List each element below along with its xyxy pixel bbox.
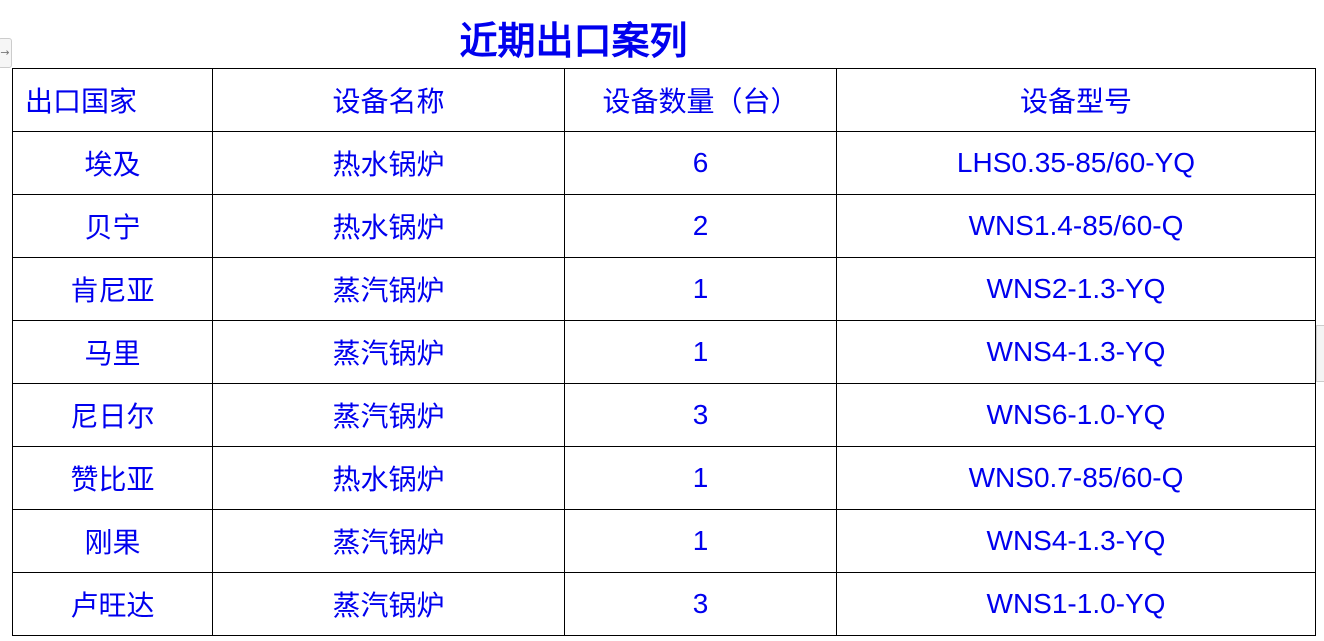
cell-model: WNS2-1.3-YQ: [836, 257, 1316, 321]
header-model: 设备型号: [836, 68, 1316, 132]
resize-handle[interactable]: [1316, 325, 1324, 382]
cell-quantity: 1: [564, 509, 837, 573]
table-row: 卢旺达 蒸汽锅炉 3 WNS1-1.0-YQ: [12, 572, 1316, 636]
cell-equipment-name: 蒸汽锅炉: [212, 383, 565, 447]
cell-equipment-name: 热水锅炉: [212, 446, 565, 510]
cell-country: 贝宁: [12, 194, 213, 258]
cell-model: WNS1-1.0-YQ: [836, 572, 1316, 636]
cell-quantity: 3: [564, 383, 837, 447]
header-quantity: 设备数量（台）: [564, 68, 837, 132]
cell-model: LHS0.35-85/60-YQ: [836, 131, 1316, 195]
table-row: 贝宁 热水锅炉 2 WNS1.4-85/60-Q: [12, 194, 1316, 258]
export-cases-table: 出口国家 设备名称 设备数量（台） 设备型号 埃及 热水锅炉 6 LHS0.35-85…: [12, 68, 1316, 636]
header-country: 出口国家: [12, 68, 213, 132]
cell-quantity: 1: [564, 320, 837, 384]
cell-model: WNS6-1.0-YQ: [836, 383, 1316, 447]
header-equipment-name: 设备名称: [212, 68, 565, 132]
cell-country: 马里: [12, 320, 213, 384]
cell-equipment-name: 蒸汽锅炉: [212, 320, 565, 384]
cell-model: WNS1.4-85/60-Q: [836, 194, 1316, 258]
cell-country: 赞比亚: [12, 446, 213, 510]
table-row: 马里 蒸汽锅炉 1 WNS4-1.3-YQ: [12, 320, 1316, 384]
cell-model: WNS4-1.3-YQ: [836, 509, 1316, 573]
cell-country: 埃及: [12, 131, 213, 195]
cell-model: WNS4-1.3-YQ: [836, 320, 1316, 384]
cell-model: WNS0.7-85/60-Q: [836, 446, 1316, 510]
cell-equipment-name: 蒸汽锅炉: [212, 509, 565, 573]
table-row: 肯尼亚 蒸汽锅炉 1 WNS2-1.3-YQ: [12, 257, 1316, 321]
cell-country: 尼日尔: [12, 383, 213, 447]
table-row: 埃及 热水锅炉 6 LHS0.35-85/60-YQ: [12, 131, 1316, 195]
cell-equipment-name: 蒸汽锅炉: [212, 572, 565, 636]
page-title: 近期出口案列: [459, 19, 688, 63]
table-row: 赞比亚 热水锅炉 1 WNS0.7-85/60-Q: [12, 446, 1316, 510]
cell-equipment-name: 热水锅炉: [212, 194, 565, 258]
cell-quantity: 1: [564, 446, 837, 510]
cell-quantity: 1: [564, 257, 837, 321]
table-header-row: 出口国家 设备名称 设备数量（台） 设备型号: [12, 68, 1316, 132]
table-row: 尼日尔 蒸汽锅炉 3 WNS6-1.0-YQ: [12, 383, 1316, 447]
cell-country: 肯尼亚: [12, 257, 213, 321]
table-row: 刚果 蒸汽锅炉 1 WNS4-1.3-YQ: [12, 509, 1316, 573]
cell-equipment-name: 蒸汽锅炉: [212, 257, 565, 321]
cell-quantity: 3: [564, 572, 837, 636]
cell-equipment-name: 热水锅炉: [212, 131, 565, 195]
arrow-right-icon[interactable]: →: [0, 38, 12, 68]
cell-quantity: 2: [564, 194, 837, 258]
cell-country: 卢旺达: [12, 572, 213, 636]
cell-quantity: 6: [564, 131, 837, 195]
cell-country: 刚果: [12, 509, 213, 573]
